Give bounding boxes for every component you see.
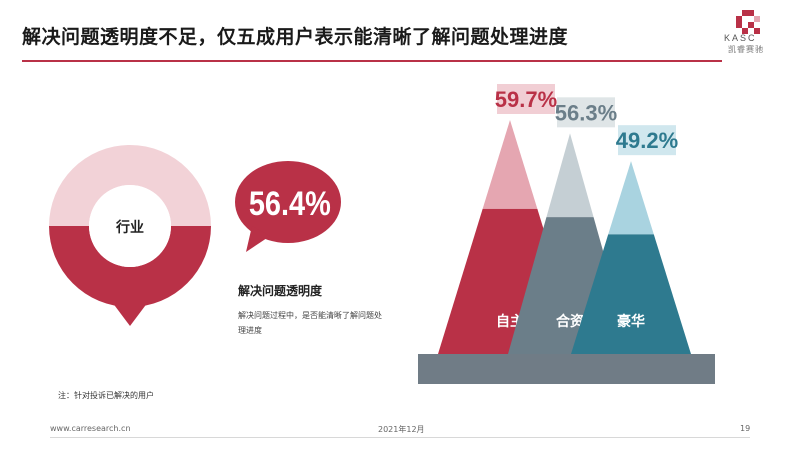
donut-hole bbox=[89, 185, 171, 267]
footer-page-number: 19 bbox=[740, 424, 751, 433]
category-label: 豪华 bbox=[617, 313, 645, 330]
donut-pointer bbox=[112, 302, 148, 326]
value-label: 49.2% bbox=[616, 128, 678, 153]
page-title: 解决问题透明度不足，仅五成用户表示能清晰了解问题处理进度 bbox=[22, 26, 569, 48]
mountain-bar bbox=[571, 234, 691, 354]
bubble-value-label: 56.4% bbox=[249, 184, 331, 223]
footer-divider bbox=[50, 437, 750, 438]
bubble-body bbox=[235, 161, 341, 243]
value-label: 56.3% bbox=[555, 100, 617, 125]
mountain-peak-cap bbox=[608, 161, 654, 235]
footer-date: 2021年12月 bbox=[378, 425, 425, 434]
value-tag-bg bbox=[557, 97, 615, 128]
logo-text: KASC bbox=[724, 33, 757, 43]
mountain-peak-cap bbox=[546, 133, 594, 218]
footnote: 注：针对投诉已解决的用户 bbox=[58, 391, 154, 400]
logo-cn: 凯睿赛驰 bbox=[728, 45, 764, 54]
donut-value-segment bbox=[49, 226, 211, 307]
donut-center-label: 行业 bbox=[115, 219, 144, 236]
section-description: 解决问题过程中，是否能清晰了解问题处理进度 bbox=[238, 311, 382, 335]
donut-remainder-segment bbox=[49, 145, 211, 226]
value-tag-bg bbox=[497, 84, 555, 114]
value-bubble: 56.4% bbox=[235, 161, 341, 252]
title-divider bbox=[22, 60, 722, 62]
mountain-peak-cap bbox=[482, 120, 538, 209]
mountain-base bbox=[418, 354, 715, 384]
value-tag-bg bbox=[618, 125, 676, 156]
value-label: 59.7% bbox=[495, 87, 557, 112]
industry-donut-chart: 行业 bbox=[49, 145, 211, 326]
brand-logo bbox=[736, 10, 760, 34]
footer-website: www.carresearch.cn bbox=[50, 424, 131, 433]
category-label: 合资 bbox=[556, 313, 584, 330]
bubble-tail bbox=[246, 226, 270, 252]
section-subtitle: 解决问题透明度 bbox=[238, 284, 323, 298]
